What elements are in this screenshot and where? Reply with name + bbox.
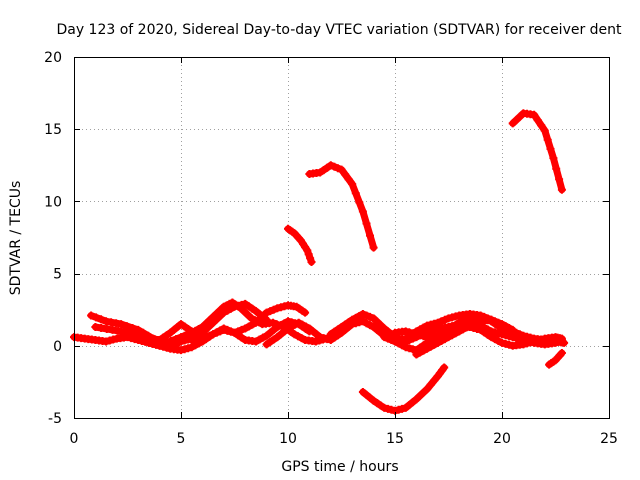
plot-frame [74, 57, 610, 419]
series-track-o [545, 349, 566, 369]
series-markers [144, 317, 314, 355]
chart-title: Day 123 of 2020, Sidereal Day-to-day VTE… [56, 22, 622, 38]
y-tick-label: 5 [53, 267, 62, 283]
x-axis-label: GPS time / hours [281, 459, 398, 475]
series-markers [508, 109, 566, 194]
series-line [509, 109, 566, 194]
y-tick-label: 0 [53, 339, 62, 355]
series-markers [412, 315, 517, 359]
series-markers [284, 224, 316, 266]
series-track-l [305, 161, 378, 252]
y-tick-label: -5 [48, 411, 62, 427]
grid-lines [74, 57, 609, 418]
series-track-d [144, 317, 314, 355]
series-line [305, 161, 378, 252]
axis-ticks: 0 5 10 15 20 25 -5 0 5 10 15 20 [44, 50, 618, 447]
y-tick-label: 15 [44, 122, 62, 138]
data-series [70, 109, 569, 415]
x-tick-label: 15 [386, 431, 404, 447]
series-markers [187, 299, 271, 344]
x-tick-label: 10 [279, 431, 297, 447]
series-line [359, 364, 448, 415]
series-track-j [412, 315, 517, 359]
x-tick-label: 5 [177, 431, 186, 447]
series-track-e [187, 299, 271, 344]
series-markers [305, 161, 378, 252]
y-tick-label: 10 [44, 194, 62, 210]
series-track-k [284, 224, 316, 266]
series-track-m [358, 363, 449, 415]
x-tick-label: 25 [600, 431, 618, 447]
series-track-n [508, 109, 566, 194]
x-tick-label: 0 [70, 431, 79, 447]
series-markers [545, 349, 566, 369]
x-tick-label: 20 [493, 431, 511, 447]
series-markers [358, 363, 449, 415]
y-axis-label: SDTVAR / TECUs [8, 181, 24, 296]
y-tick-label: 20 [44, 50, 62, 66]
